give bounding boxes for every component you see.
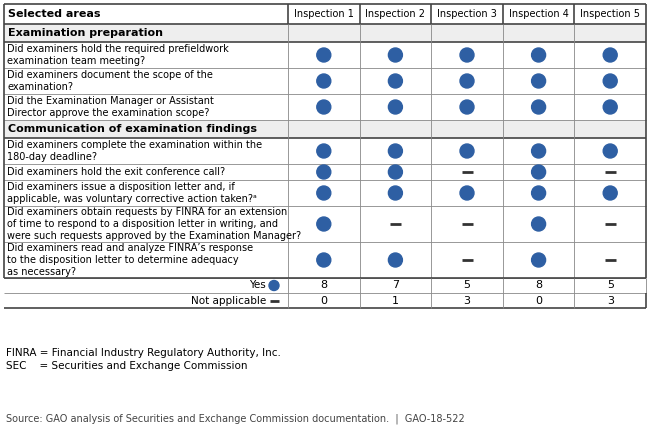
Text: 8: 8 (535, 281, 542, 291)
Circle shape (317, 186, 331, 200)
Circle shape (389, 165, 402, 179)
Circle shape (460, 74, 474, 88)
Text: Not applicable: Not applicable (190, 295, 266, 306)
Text: examination?: examination? (7, 83, 73, 93)
Circle shape (532, 253, 545, 267)
Text: applicable, was voluntary corrective action taken?ᵃ: applicable, was voluntary corrective act… (7, 194, 257, 204)
Text: Director approve the examination scope?: Director approve the examination scope? (7, 109, 209, 119)
Text: Did examiners document the scope of the: Did examiners document the scope of the (7, 70, 213, 80)
Text: 3: 3 (463, 295, 471, 306)
Circle shape (389, 100, 402, 114)
Circle shape (603, 100, 618, 114)
Text: Did examiners obtain requests by FINRA for an extension: Did examiners obtain requests by FINRA f… (7, 207, 287, 217)
Circle shape (317, 100, 331, 114)
Text: FINRA = Financial Industry Regulatory Authority, Inc.: FINRA = Financial Industry Regulatory Au… (6, 348, 281, 358)
Circle shape (532, 186, 545, 200)
Text: Communication of examination findings: Communication of examination findings (8, 124, 257, 134)
Circle shape (389, 186, 402, 200)
Text: Inspection 5: Inspection 5 (580, 9, 640, 19)
Circle shape (603, 48, 618, 62)
Text: SEC    = Securities and Exchange Commission: SEC = Securities and Exchange Commission (6, 361, 248, 371)
Text: Did examiners hold the exit conference call?: Did examiners hold the exit conference c… (7, 167, 225, 177)
Bar (4, 120, 646, 138)
Circle shape (532, 100, 545, 114)
Circle shape (317, 144, 331, 158)
Circle shape (317, 165, 331, 179)
Bar (4, 4, 646, 24)
Circle shape (317, 74, 331, 88)
Circle shape (317, 217, 331, 231)
Circle shape (603, 144, 618, 158)
Circle shape (532, 48, 545, 62)
Text: Did examiners read and analyze FINRA’s response: Did examiners read and analyze FINRA’s r… (7, 243, 253, 253)
Circle shape (603, 74, 618, 88)
Circle shape (389, 144, 402, 158)
Text: 8: 8 (320, 281, 328, 291)
Bar (4, 24, 646, 42)
Circle shape (389, 48, 402, 62)
Text: Inspection 1: Inspection 1 (294, 9, 354, 19)
Text: Did the Examination Manager or Assistant: Did the Examination Manager or Assistant (7, 96, 214, 106)
Text: 180-day deadline?: 180-day deadline? (7, 152, 97, 162)
Circle shape (389, 253, 402, 267)
Text: of time to respond to a disposition letter in writing, and: of time to respond to a disposition lett… (7, 219, 278, 229)
Text: Did examiners hold the required prefieldwork: Did examiners hold the required prefield… (7, 43, 229, 54)
Text: Did examiners issue a disposition letter and, if: Did examiners issue a disposition letter… (7, 181, 235, 191)
Text: 0: 0 (535, 295, 542, 306)
Text: Inspection 4: Inspection 4 (509, 9, 569, 19)
Circle shape (532, 74, 545, 88)
Text: examination team meeting?: examination team meeting? (7, 56, 145, 67)
Text: were such requests approved by the Examination Manager?: were such requests approved by the Exami… (7, 231, 301, 241)
Circle shape (603, 186, 618, 200)
Text: Selected areas: Selected areas (8, 9, 101, 19)
Text: 5: 5 (606, 281, 614, 291)
Text: Inspection 3: Inspection 3 (437, 9, 497, 19)
Text: Examination preparation: Examination preparation (8, 28, 163, 38)
Text: 1: 1 (392, 295, 399, 306)
Circle shape (460, 48, 474, 62)
Circle shape (460, 100, 474, 114)
Circle shape (460, 186, 474, 200)
Circle shape (532, 165, 545, 179)
Circle shape (269, 281, 279, 291)
Text: to the disposition letter to determine adequacy: to the disposition letter to determine a… (7, 255, 239, 265)
Text: Inspection 2: Inspection 2 (365, 9, 425, 19)
Text: 3: 3 (606, 295, 614, 306)
Circle shape (460, 144, 474, 158)
Text: Did examiners complete the examination within the: Did examiners complete the examination w… (7, 139, 262, 149)
Circle shape (317, 253, 331, 267)
Circle shape (532, 144, 545, 158)
Text: 0: 0 (320, 295, 328, 306)
Circle shape (532, 217, 545, 231)
Text: 5: 5 (463, 281, 471, 291)
Circle shape (317, 48, 331, 62)
Circle shape (389, 74, 402, 88)
Text: Source: GAO analysis of Securities and Exchange Commission documentation.  |  GA: Source: GAO analysis of Securities and E… (6, 413, 465, 423)
Text: 7: 7 (392, 281, 399, 291)
Text: as necessary?: as necessary? (7, 267, 76, 277)
Text: Yes: Yes (249, 281, 266, 291)
